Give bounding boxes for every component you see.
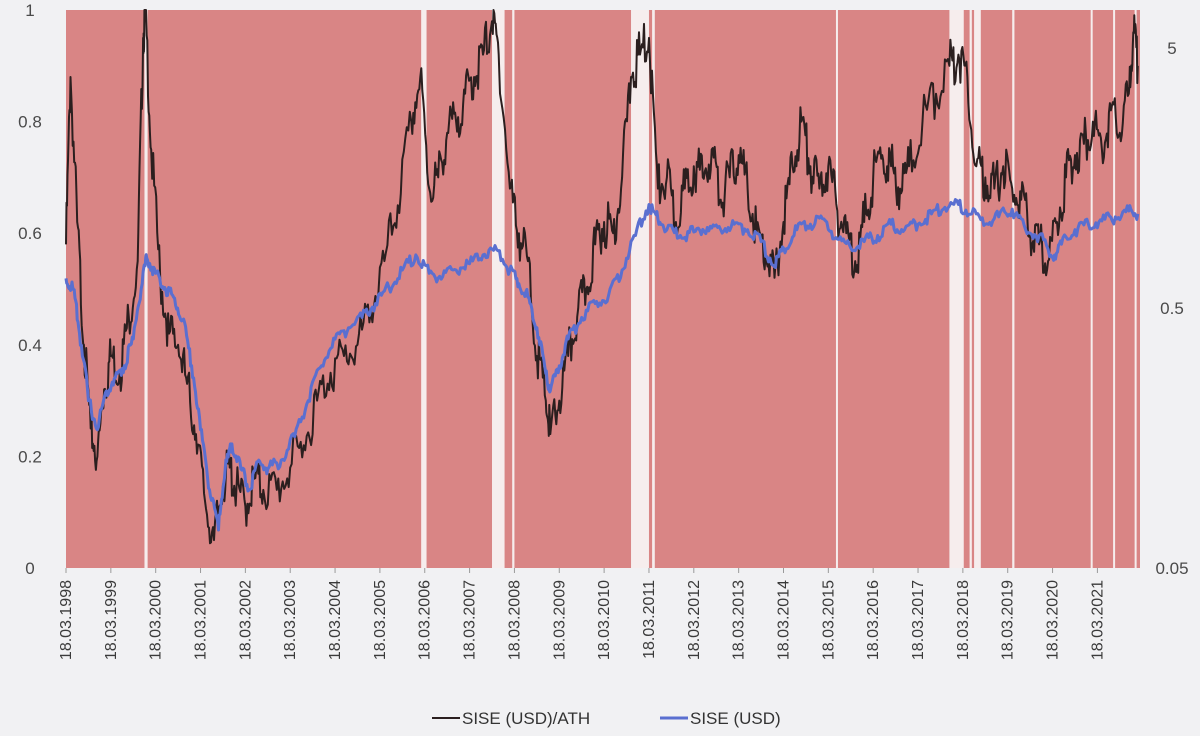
plot-area xyxy=(64,9,1140,568)
x-tick-label-12: 18.03.2010 xyxy=(596,580,613,660)
white-gap-9 xyxy=(974,10,981,568)
x-tick-label-23: 18.03.2021 xyxy=(1089,580,1106,660)
left-axis: 0 0.2 0.4 0.6 0.8 1 xyxy=(18,1,42,578)
white-gap-1 xyxy=(421,10,427,568)
left-tick-label-4: 0.8 xyxy=(18,113,42,132)
x-tick-label-1: 18.03.1999 xyxy=(103,580,120,660)
series-line-0 xyxy=(65,9,1139,545)
left-tick-label-0: 0 xyxy=(25,559,34,578)
right-tick-label-1: 0.5 xyxy=(1160,299,1184,318)
x-tick-label-2: 18.03.2000 xyxy=(148,580,165,660)
x-tick-label-18: 18.03.2016 xyxy=(865,580,882,660)
x-tick-label-9: 18.03.2007 xyxy=(462,580,479,660)
x-tick-label-21: 18.03.2019 xyxy=(1000,580,1017,660)
x-axis: 18.03.1998 18.03.1999 18.03.2000 18.03.2001… xyxy=(58,568,1106,660)
left-tick-label-2: 0.4 xyxy=(18,336,42,355)
x-tick-label-22: 18.03.2020 xyxy=(1045,580,1062,660)
white-gap-13 xyxy=(1134,10,1137,568)
left-tick-label-3: 0.6 xyxy=(18,224,42,243)
x-tick-label-11: 18.03.2009 xyxy=(551,580,568,660)
right-tick-label-2: 5 xyxy=(1167,39,1176,58)
x-tick-label-4: 18.03.2002 xyxy=(237,580,254,660)
left-tick-label-1: 0.2 xyxy=(18,447,42,466)
x-tick-label-3: 18.03.2001 xyxy=(193,580,210,660)
x-tick-label-0: 18.03.1998 xyxy=(58,580,75,660)
white-gap-4 xyxy=(631,10,649,568)
series-line-1 xyxy=(64,198,1140,532)
legend: SISE (USD)/ATH SISE (USD) xyxy=(432,709,781,728)
white-gap-0 xyxy=(144,10,148,568)
x-tick-label-8: 18.03.2006 xyxy=(417,580,434,660)
x-tick-label-14: 18.03.2012 xyxy=(686,580,703,660)
x-tick-label-20: 18.03.2018 xyxy=(955,580,972,660)
white-gap-12 xyxy=(1113,10,1116,568)
right-tick-label-0: 0.05 xyxy=(1155,559,1188,578)
right-axis: 0.05 0.5 5 xyxy=(1155,39,1188,578)
left-tick-label-5: 1 xyxy=(25,1,34,20)
x-tick-label-7: 18.03.2005 xyxy=(372,580,389,660)
white-gap-10 xyxy=(1012,10,1015,568)
x-tick-label-10: 18.03.2008 xyxy=(506,580,523,660)
white-gap-3 xyxy=(512,10,515,568)
legend-label-1: SISE (USD) xyxy=(690,709,781,728)
white-gap-5 xyxy=(652,10,655,568)
legend-label-0: SISE (USD)/ATH xyxy=(462,709,590,728)
white-gap-7 xyxy=(949,10,964,568)
white-gap-8 xyxy=(969,10,972,568)
x-tick-label-19: 18.03.2017 xyxy=(910,580,927,660)
x-tick-label-17: 18.03.2015 xyxy=(820,580,837,660)
x-tick-label-13: 18.03.2011 xyxy=(641,580,658,659)
x-tick-label-6: 18.03.2004 xyxy=(327,580,344,660)
white-gap-11 xyxy=(1090,10,1093,568)
white-gap-6 xyxy=(835,10,838,568)
x-tick-label-16: 18.03.2014 xyxy=(775,580,792,660)
x-tick-label-15: 18.03.2013 xyxy=(731,580,748,660)
x-tick-label-5: 18.03.2003 xyxy=(282,580,299,660)
white-gap-2 xyxy=(492,10,505,568)
